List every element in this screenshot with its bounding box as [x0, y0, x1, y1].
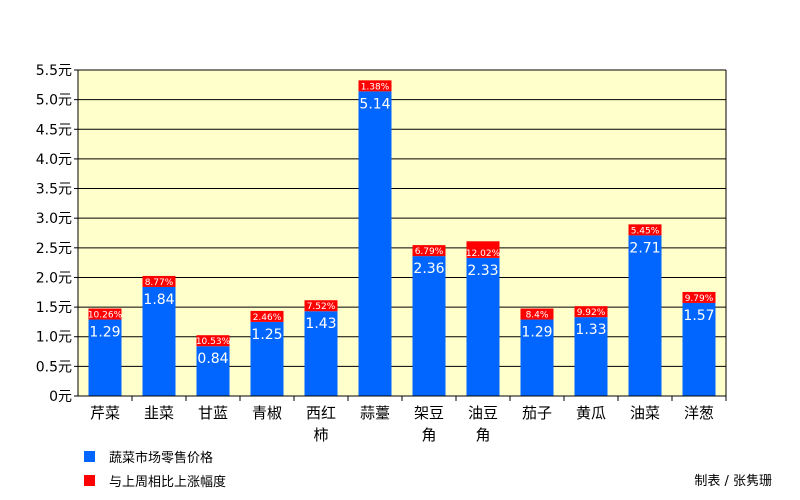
plot-area — [78, 70, 726, 396]
bar-increase — [574, 306, 608, 318]
price-label: 2.71 — [629, 240, 660, 256]
credit: 制表 / 张隽珊 — [694, 474, 772, 489]
pct-label: 10.26% — [88, 311, 123, 321]
y-tick-label: 3.0元 — [36, 211, 72, 227]
bar-price — [574, 317, 608, 396]
x-tick-label: 架豆 — [414, 404, 444, 422]
bar-increase — [358, 80, 392, 92]
x-tick-label: 西红 — [306, 404, 336, 422]
price-label: 0.84 — [197, 351, 228, 367]
pct-label: 9.79% — [685, 294, 714, 304]
bar-increase — [520, 308, 554, 320]
price-label: 1.84 — [143, 292, 174, 308]
x-tick-label: 柿 — [313, 426, 328, 444]
x-tick-label: 茄子 — [522, 404, 552, 422]
bar-increase — [412, 245, 446, 257]
x-tick-label: 芹菜 — [90, 404, 120, 422]
bar-price — [250, 321, 284, 396]
x-tick-label: 韭菜 — [144, 404, 174, 422]
bar-price — [142, 286, 176, 396]
bar-price — [196, 346, 230, 396]
price-label: 1.25 — [251, 327, 282, 343]
legend-swatch-red — [84, 475, 95, 486]
bar-price — [628, 235, 662, 396]
pct-label: 5.45% — [631, 226, 660, 236]
bar-increase — [142, 275, 176, 287]
pct-label: 12.02% — [466, 249, 501, 259]
pct-label: 10.53% — [196, 337, 231, 347]
price-label: 1.33 — [575, 322, 606, 338]
x-tick-label: 油豆 — [468, 404, 498, 422]
y-tick-label: 5.0元 — [36, 93, 72, 109]
x-tick-label: 青椒 — [252, 404, 282, 422]
x-tick-label: 角 — [421, 426, 436, 444]
y-tick-label: 4.5元 — [36, 122, 72, 138]
pct-label: 8.4% — [526, 311, 549, 321]
bar-increase — [88, 308, 122, 320]
x-tick-label: 甘蓝 — [198, 404, 228, 422]
bar-increase — [466, 241, 500, 258]
y-tick-label: 2.5元 — [36, 241, 72, 257]
pct-label: 2.46% — [253, 313, 282, 323]
price-label: 1.57 — [683, 308, 714, 324]
x-tick-label: 蒜薹 — [360, 404, 390, 422]
price-label: 2.33 — [467, 263, 498, 279]
y-tick-label: 2.0元 — [36, 270, 72, 286]
price-label: 1.29 — [89, 325, 120, 341]
bar-price — [88, 319, 122, 396]
y-tick-label: 0.5元 — [36, 359, 72, 375]
legend-label-price: 蔬菜市场零售价格 — [109, 451, 214, 466]
x-tick-label: 油菜 — [630, 404, 660, 422]
bar-price — [682, 302, 716, 396]
x-tick-label: 洋葱 — [684, 404, 714, 422]
legend-item-increase: 与上周相比上涨幅度 — [84, 471, 226, 490]
x-tick-label: 角 — [475, 426, 490, 444]
bar-price — [412, 256, 446, 396]
bar-increase — [250, 310, 284, 322]
y-tick-label: 5.5元 — [36, 63, 72, 79]
legend-label-increase: 与上周相比上涨幅度 — [109, 475, 227, 490]
bar-price — [466, 257, 500, 396]
y-tick-label: 1.0元 — [36, 330, 72, 346]
y-tick-label: 4.0元 — [36, 152, 72, 168]
price-label: 5.14 — [359, 96, 390, 112]
legend-swatch-blue — [84, 451, 95, 462]
pct-label: 8.77% — [145, 278, 174, 288]
y-tick-label: 1.5元 — [36, 300, 72, 316]
pct-label: 6.79% — [415, 247, 444, 257]
price-label: 1.29 — [521, 325, 552, 341]
y-tick-label: 0元 — [49, 389, 72, 405]
x-tick-label: 黄瓜 — [576, 404, 606, 422]
bar-increase — [196, 335, 230, 347]
bar-price — [358, 91, 392, 396]
price-label: 1.43 — [305, 316, 336, 332]
bar-price — [304, 311, 338, 396]
pct-label: 1.38% — [361, 82, 390, 92]
legend-item-price: 蔬菜市场零售价格 — [84, 447, 213, 466]
bar-increase — [628, 224, 662, 236]
bar-increase — [304, 300, 338, 312]
pct-label: 7.52% — [307, 302, 336, 312]
pct-label: 9.92% — [577, 308, 606, 318]
bar-price — [520, 319, 554, 396]
bar-increase — [682, 291, 716, 303]
price-label: 2.36 — [413, 261, 444, 277]
y-tick-label: 3.5元 — [36, 182, 72, 198]
